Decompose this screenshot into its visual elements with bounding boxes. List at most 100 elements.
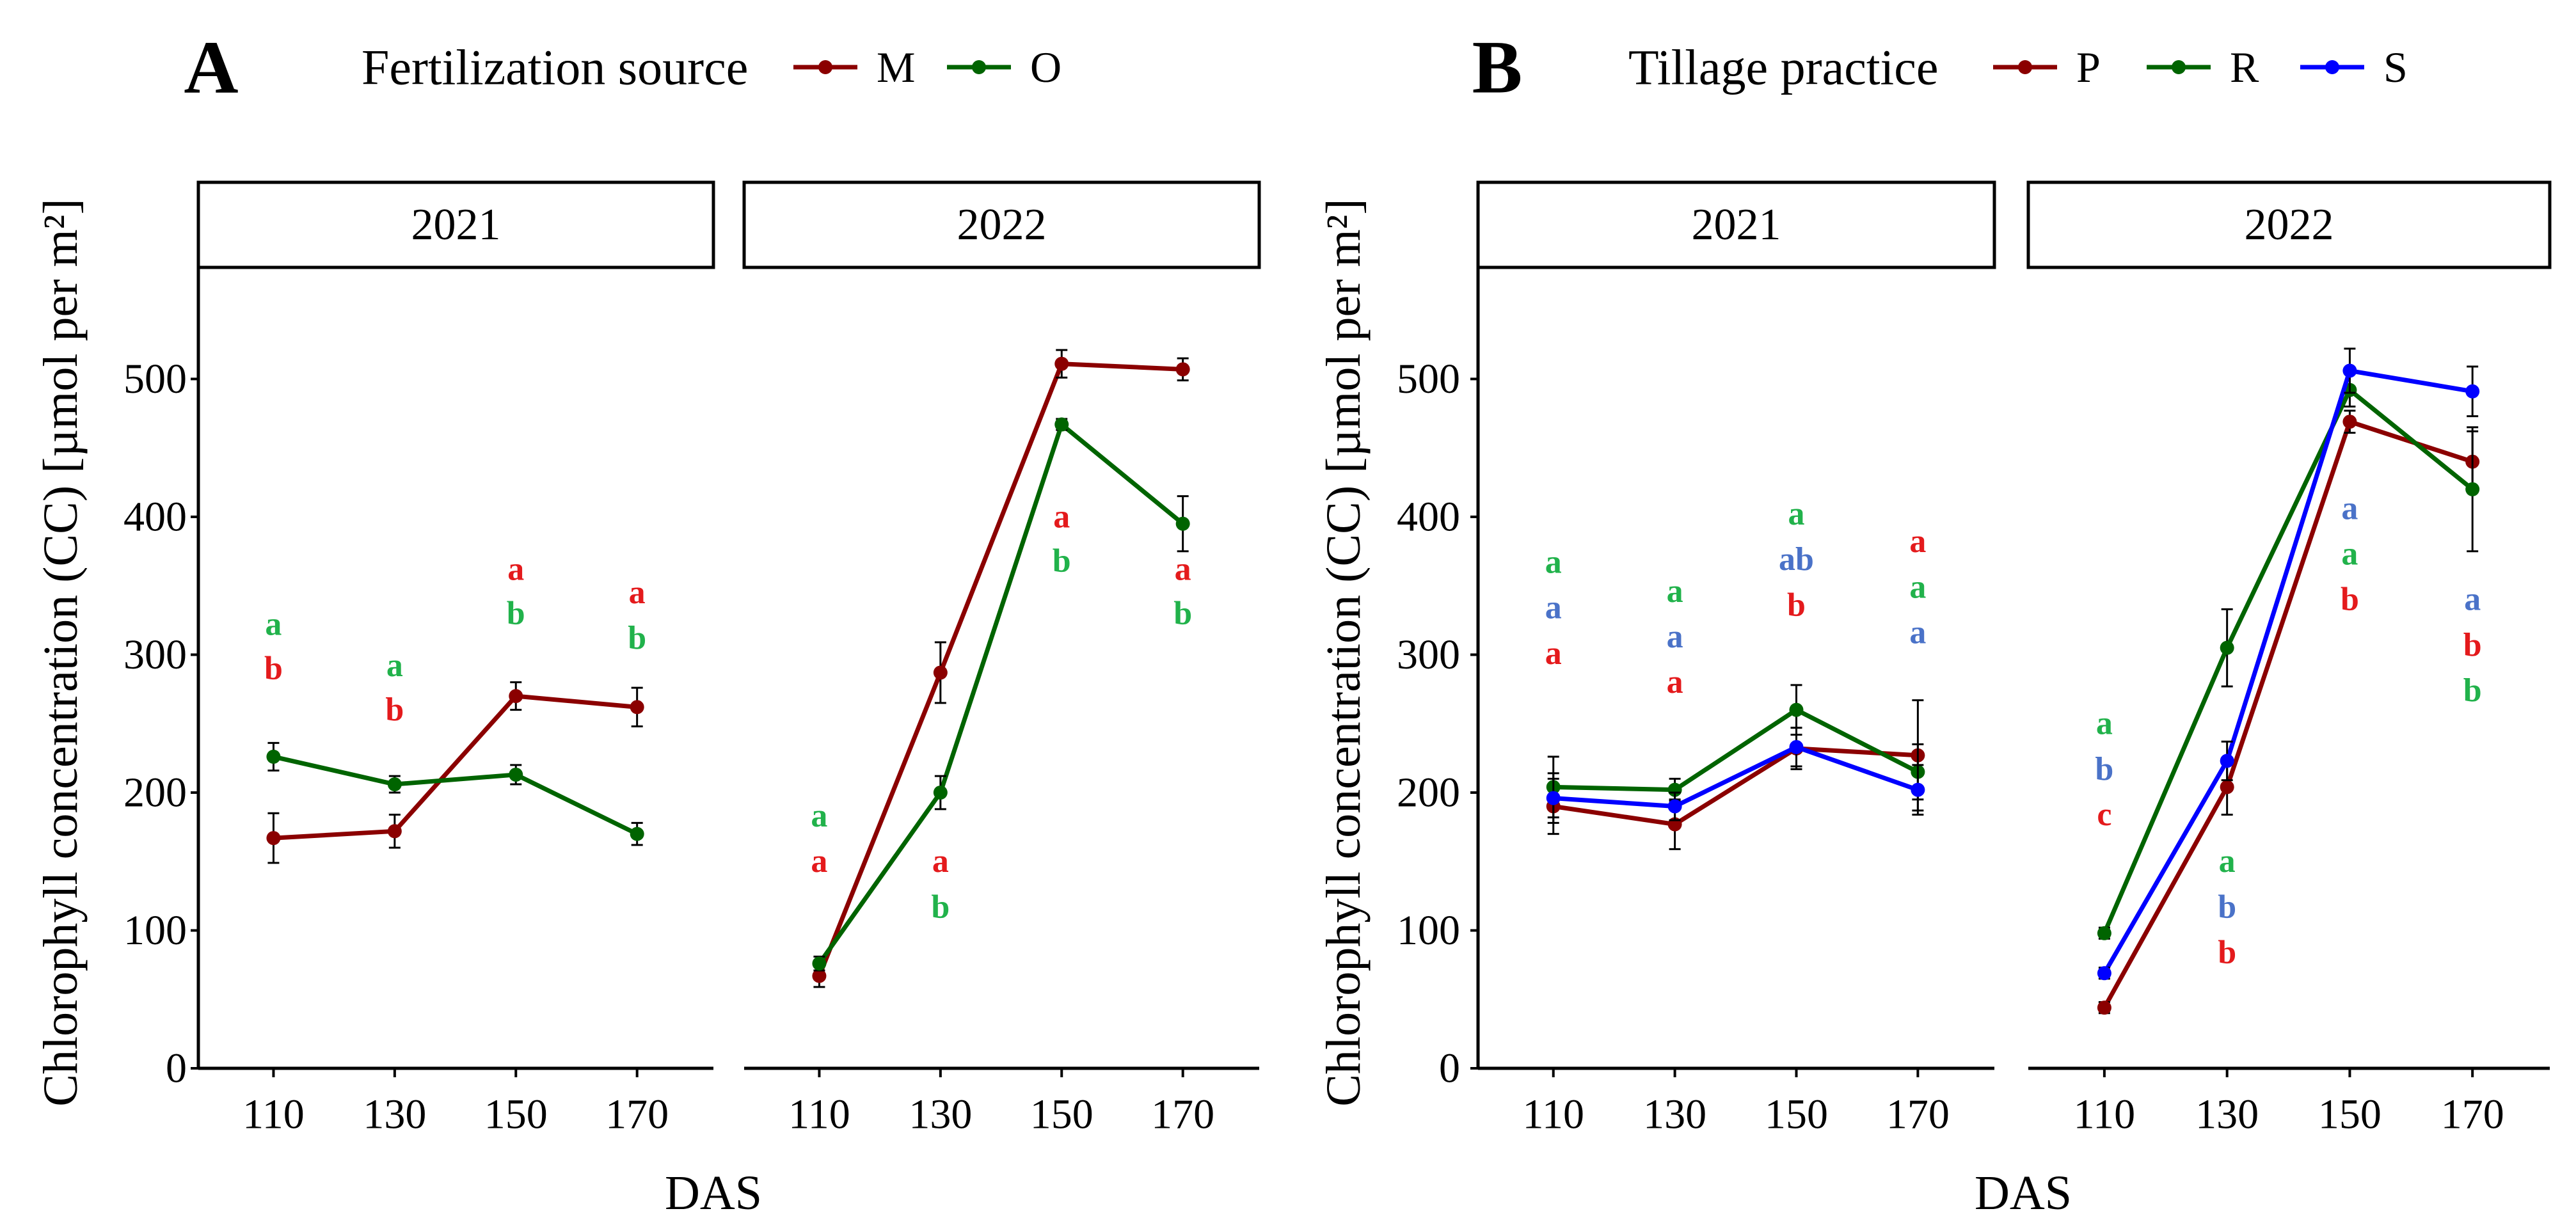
series-line [1553,708,1919,793]
series-P [2097,409,2480,1015]
significance-letter: a [2219,843,2236,880]
legend-label: S [2383,43,2408,91]
significance-letter: a [811,843,827,880]
data-point [2097,1000,2111,1015]
legend-title: Fertilization source [362,40,748,95]
series-line [273,693,637,841]
significance-letter: a [2341,491,2358,527]
significance-letter: b [507,595,525,631]
y-tick-label: 500 [123,356,187,402]
data-point [812,969,827,983]
x-tick-label: 150 [484,1091,548,1138]
data-point [933,785,948,800]
y-tick-label: 100 [1397,907,1460,954]
x-tick-label: 130 [2195,1091,2259,1138]
significance-letter: a [265,606,282,643]
significance-letter: b [1787,587,1806,623]
y-axis-label: Chlorophyll concentration (CC) [µmol per… [34,198,88,1107]
data-point [933,665,948,680]
data-point [1054,356,1069,371]
series-O [266,741,644,846]
significance-letter: a [811,798,827,834]
legend-key-point [2172,60,2186,74]
data-point [1789,702,1804,717]
legend-item-S: S [2300,43,2408,91]
series-S [2097,347,2480,981]
series-M [812,349,1190,988]
x-tick-label: 130 [909,1091,972,1138]
series-O [812,417,1190,972]
significance-letter: a [1545,544,1562,581]
significance-letter: b [385,692,404,728]
facet-strip [196,180,715,269]
series-line [273,754,639,836]
legend-key-point [818,60,832,74]
data-point [266,749,281,764]
significance-letter: a [1545,590,1562,626]
data-point [2465,384,2480,399]
significance-letter: c [2097,796,2111,833]
panel-label: B [1472,26,1523,109]
y-tick-label: 300 [1397,631,1460,678]
data-point [1175,362,1190,377]
data-point [1546,791,1561,805]
significance-letter: a [2341,536,2358,573]
data-point [2097,926,2111,940]
significance-letter: b [2463,672,2482,709]
significance-letter: b [1053,542,1071,579]
series-R [2097,372,2480,940]
significance-letter: a [386,647,403,684]
data-point [2220,754,2234,768]
series-line [817,422,1184,965]
y-tick-label: 400 [123,493,187,540]
significance-letter: b [931,889,950,925]
series-line [1553,745,1919,809]
legend-item-R: R [2147,43,2259,91]
data-point [1911,782,1925,797]
data-point [1789,739,1804,754]
significance-letter: a [1053,498,1070,535]
y-tick-label: 200 [123,769,187,816]
data-point [2342,363,2357,378]
series-line [2102,388,2474,935]
data-point [2097,966,2111,981]
significance-letter: b [2095,751,2113,787]
legend-label: M [877,43,915,91]
data-point [2465,482,2480,496]
data-point [812,956,827,971]
significance-letter: b [2218,889,2236,925]
x-tick-label: 150 [2318,1091,2381,1138]
significance-letter: b [628,620,646,656]
y-tick-label: 100 [123,907,187,954]
data-point [509,689,523,704]
x-tick-label: 150 [1765,1091,1828,1138]
significance-letter: a [1909,614,1926,651]
significance-letter: a [629,574,646,611]
significance-letter: a [2096,706,2113,742]
facet-strip-label: 2022 [2245,200,2334,249]
facet-strip-label: 2022 [957,200,1047,249]
significance-letter: b [1173,595,1192,631]
x-tick-label: 110 [788,1091,850,1138]
x-tick-label: 170 [2441,1091,2504,1138]
y-tick-label: 200 [1397,769,1460,816]
x-tick-label: 170 [1886,1091,1950,1138]
significance-letter: a [1909,523,1926,560]
x-axis-label: DAS [665,1166,762,1218]
legend-label: R [2230,43,2259,91]
x-tick-label: 170 [605,1091,669,1138]
legend-label: O [1030,43,1061,91]
data-point [1175,516,1190,531]
significance-letter: a [1667,619,1683,655]
significance-letter: a [1545,635,1562,672]
significance-letter: a [2464,581,2481,618]
chart-panel-B: B Tillage practice P R S Chlorophyll concentr… [1317,26,2552,1218]
y-tick-label: 500 [1397,356,1460,402]
significance-letter: ab [1779,541,1814,578]
significance-letter: a [1175,551,1191,587]
facet-strip-label: 2021 [1692,200,1781,249]
significance-letter: b [2463,627,2482,663]
